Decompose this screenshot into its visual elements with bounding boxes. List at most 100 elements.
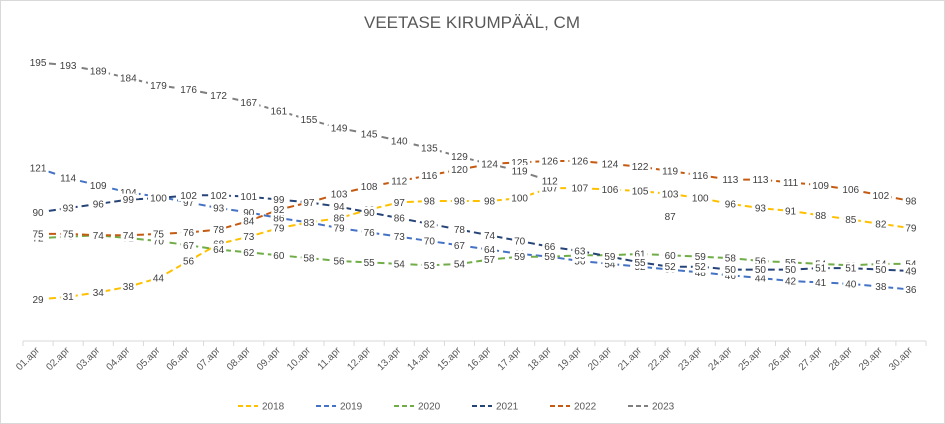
data-label-bg bbox=[451, 223, 467, 236]
data-label-bg bbox=[178, 189, 200, 202]
data-label-bg bbox=[692, 260, 708, 273]
data-label-2023: 161 bbox=[271, 107, 288, 118]
data-label-bg bbox=[482, 195, 498, 207]
data-label-bg bbox=[268, 105, 290, 117]
data-label-2021: 52 bbox=[695, 262, 707, 273]
data-label-2022: 113 bbox=[722, 175, 738, 186]
data-label-2022: 106 bbox=[842, 185, 859, 196]
data-label-2018: 56 bbox=[183, 257, 195, 268]
data-label-2021: 59 bbox=[604, 252, 616, 263]
data-label-2019: 40 bbox=[845, 279, 857, 290]
data-label-bg bbox=[783, 275, 799, 287]
data-label-bg bbox=[780, 176, 802, 189]
data-label-2018: 88 bbox=[815, 211, 827, 222]
data-label-2022: 97 bbox=[303, 198, 315, 209]
data-label-2022: 124 bbox=[602, 159, 619, 170]
x-tick-label: 06.apr bbox=[165, 345, 193, 373]
data-label-2022: 75 bbox=[153, 229, 165, 240]
x-tick-label: 04.apr bbox=[105, 345, 133, 373]
data-label-bg bbox=[599, 157, 621, 170]
data-label-bg bbox=[749, 173, 771, 186]
data-label-bg bbox=[418, 142, 440, 155]
data-label-2023: 172 bbox=[210, 91, 227, 102]
data-label-bg bbox=[181, 226, 197, 239]
data-label-bg bbox=[30, 293, 46, 306]
data-label-2022: 126 bbox=[541, 157, 558, 168]
data-label-bg bbox=[662, 210, 678, 223]
legend: 2018 2019 2020 2021 2022 2023 bbox=[238, 402, 675, 413]
data-label-bg bbox=[301, 196, 317, 209]
data-label-bg bbox=[542, 250, 558, 263]
data-label-bg bbox=[120, 280, 136, 293]
data-label-2019: 54 bbox=[604, 259, 616, 270]
data-label-bg bbox=[722, 197, 738, 210]
data-label-2019: 56 bbox=[574, 257, 586, 268]
data-label-2023: 184 bbox=[120, 74, 137, 85]
data-label-2019: 36 bbox=[905, 285, 917, 296]
data-label-2021: 51 bbox=[815, 264, 827, 275]
data-label-2019: 44 bbox=[755, 274, 767, 285]
data-label-bg bbox=[572, 245, 588, 257]
x-axis-ticks: 01.apr 02.apr 03.apr 04.apr 05.apr 06.apr 07.a… bbox=[14, 341, 927, 373]
data-label-bg bbox=[451, 195, 467, 207]
data-label-2023: 87 bbox=[665, 212, 677, 223]
data-label-2018: 86 bbox=[333, 214, 345, 225]
data-label-2018: 29 bbox=[32, 295, 44, 306]
data-label-bg bbox=[30, 227, 46, 240]
data-label-2021: 101 bbox=[240, 192, 257, 203]
data-label-bg bbox=[629, 185, 651, 197]
data-label-bg bbox=[689, 192, 711, 205]
data-label-2018: 31 bbox=[63, 292, 75, 303]
data-label-2018: 107 bbox=[572, 184, 589, 195]
data-label-bg bbox=[602, 250, 618, 263]
data-label-2021: 102 bbox=[180, 191, 197, 202]
data-label-2022: 76 bbox=[183, 228, 195, 239]
data-label-bg bbox=[181, 255, 197, 267]
data-label-2018: 103 bbox=[662, 189, 679, 200]
data-label-2023: 145 bbox=[361, 129, 378, 140]
data-label-2021: 51 bbox=[845, 264, 857, 275]
data-label-bg bbox=[120, 193, 136, 206]
data-label-2023: 193 bbox=[60, 61, 77, 72]
x-tick-label: 08.apr bbox=[225, 345, 253, 373]
data-label-bg bbox=[150, 227, 166, 240]
legend-label-2020: 2020 bbox=[418, 402, 441, 413]
data-label-2020: 60 bbox=[273, 251, 285, 262]
data-label-2019: 46 bbox=[725, 271, 737, 282]
data-label-bg bbox=[361, 256, 377, 269]
data-label-bg bbox=[569, 182, 591, 195]
x-tick-label: 21.apr bbox=[616, 345, 644, 373]
data-label-bg bbox=[689, 169, 711, 182]
data-label-bg bbox=[843, 213, 859, 226]
data-label-bg bbox=[60, 290, 76, 303]
data-label-bg bbox=[87, 179, 109, 192]
data-label-2018: 107 bbox=[541, 184, 558, 195]
data-label-bg bbox=[903, 265, 919, 277]
data-label-2020: 57 bbox=[484, 255, 496, 266]
data-label-bg bbox=[271, 249, 287, 262]
data-label-2018: 98 bbox=[424, 197, 436, 208]
data-label-bg bbox=[512, 235, 528, 247]
data-label-bg bbox=[90, 286, 106, 299]
data-label-2020: 58 bbox=[303, 254, 315, 265]
data-label-bg bbox=[870, 189, 892, 202]
data-label-bg bbox=[301, 216, 317, 229]
x-tick-label: 15.apr bbox=[436, 345, 464, 373]
data-label-bg bbox=[211, 243, 227, 256]
data-label-bg bbox=[27, 162, 49, 175]
data-label-bg bbox=[271, 193, 287, 206]
data-label-2021: 78 bbox=[454, 225, 466, 236]
legend-label-2023: 2023 bbox=[652, 402, 675, 413]
data-label-2021: 100 bbox=[150, 194, 167, 205]
x-tick-label: 22.apr bbox=[646, 345, 674, 373]
data-label-bg bbox=[301, 252, 317, 265]
data-label-2018: 106 bbox=[602, 185, 619, 196]
data-label-bg bbox=[903, 222, 919, 235]
data-label-2018: 38 bbox=[123, 282, 135, 293]
data-label-2020: 70 bbox=[153, 237, 165, 248]
data-label-bg bbox=[482, 243, 498, 256]
data-label-bg bbox=[358, 180, 380, 193]
data-label-bg bbox=[57, 59, 79, 72]
data-label-2022: 78 bbox=[213, 225, 225, 236]
